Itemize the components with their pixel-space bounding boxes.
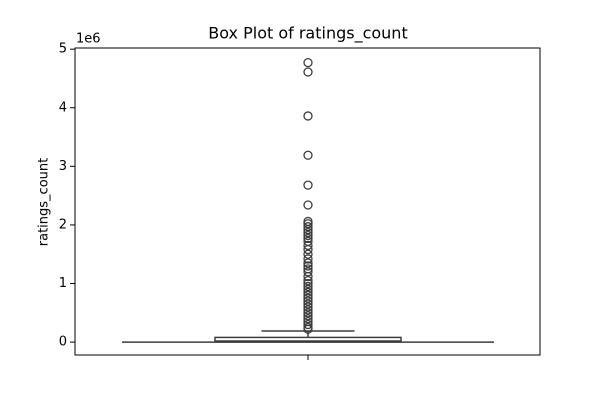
- outlier: [303, 287, 313, 297]
- y-axis-label: ratings_count: [37, 158, 52, 246]
- y-tick-label: 3: [59, 159, 67, 174]
- outlier: [303, 308, 313, 318]
- outlier: [303, 219, 313, 229]
- y-tick-label: 5: [59, 42, 67, 57]
- outlier: [303, 258, 313, 268]
- y-tick-label: 1: [59, 276, 67, 291]
- outlier: [303, 230, 313, 241]
- outlier: [303, 150, 313, 160]
- outlier: [303, 57, 313, 68]
- outlier: [303, 254, 313, 264]
- outlier: [303, 281, 313, 292]
- offset-label: 1e6: [76, 32, 101, 47]
- outlier: [303, 305, 313, 315]
- outlier: [303, 278, 313, 289]
- outlier: [303, 180, 313, 190]
- box: [214, 336, 402, 343]
- outlier: [303, 261, 313, 271]
- outlier: [303, 233, 313, 244]
- outlier: [303, 324, 313, 334]
- outlier: [303, 67, 313, 77]
- outlier: [303, 227, 313, 238]
- y-tick-label: 0: [59, 335, 67, 350]
- outlier: [303, 267, 313, 277]
- outlier: [303, 275, 313, 286]
- outlier: [303, 244, 313, 255]
- outlier: [303, 314, 313, 324]
- outlier: [303, 200, 313, 210]
- outlier: [303, 284, 313, 295]
- y-tick-label: 4: [59, 100, 67, 115]
- outlier: [303, 224, 313, 235]
- outlier: [303, 240, 313, 251]
- outlier: [303, 302, 313, 312]
- outlier: [303, 111, 313, 121]
- outlier: [303, 311, 313, 321]
- outlier: [303, 249, 313, 259]
- y-tick-label: 2: [59, 217, 67, 232]
- outlier: [303, 290, 313, 300]
- outlier: [303, 271, 313, 282]
- outlier: [303, 319, 313, 330]
- outlier: [303, 299, 313, 309]
- outlier: [303, 222, 313, 232]
- outlier: [303, 293, 313, 303]
- outlier: [303, 296, 313, 306]
- chart-title: Box Plot of ratings_count: [208, 24, 407, 44]
